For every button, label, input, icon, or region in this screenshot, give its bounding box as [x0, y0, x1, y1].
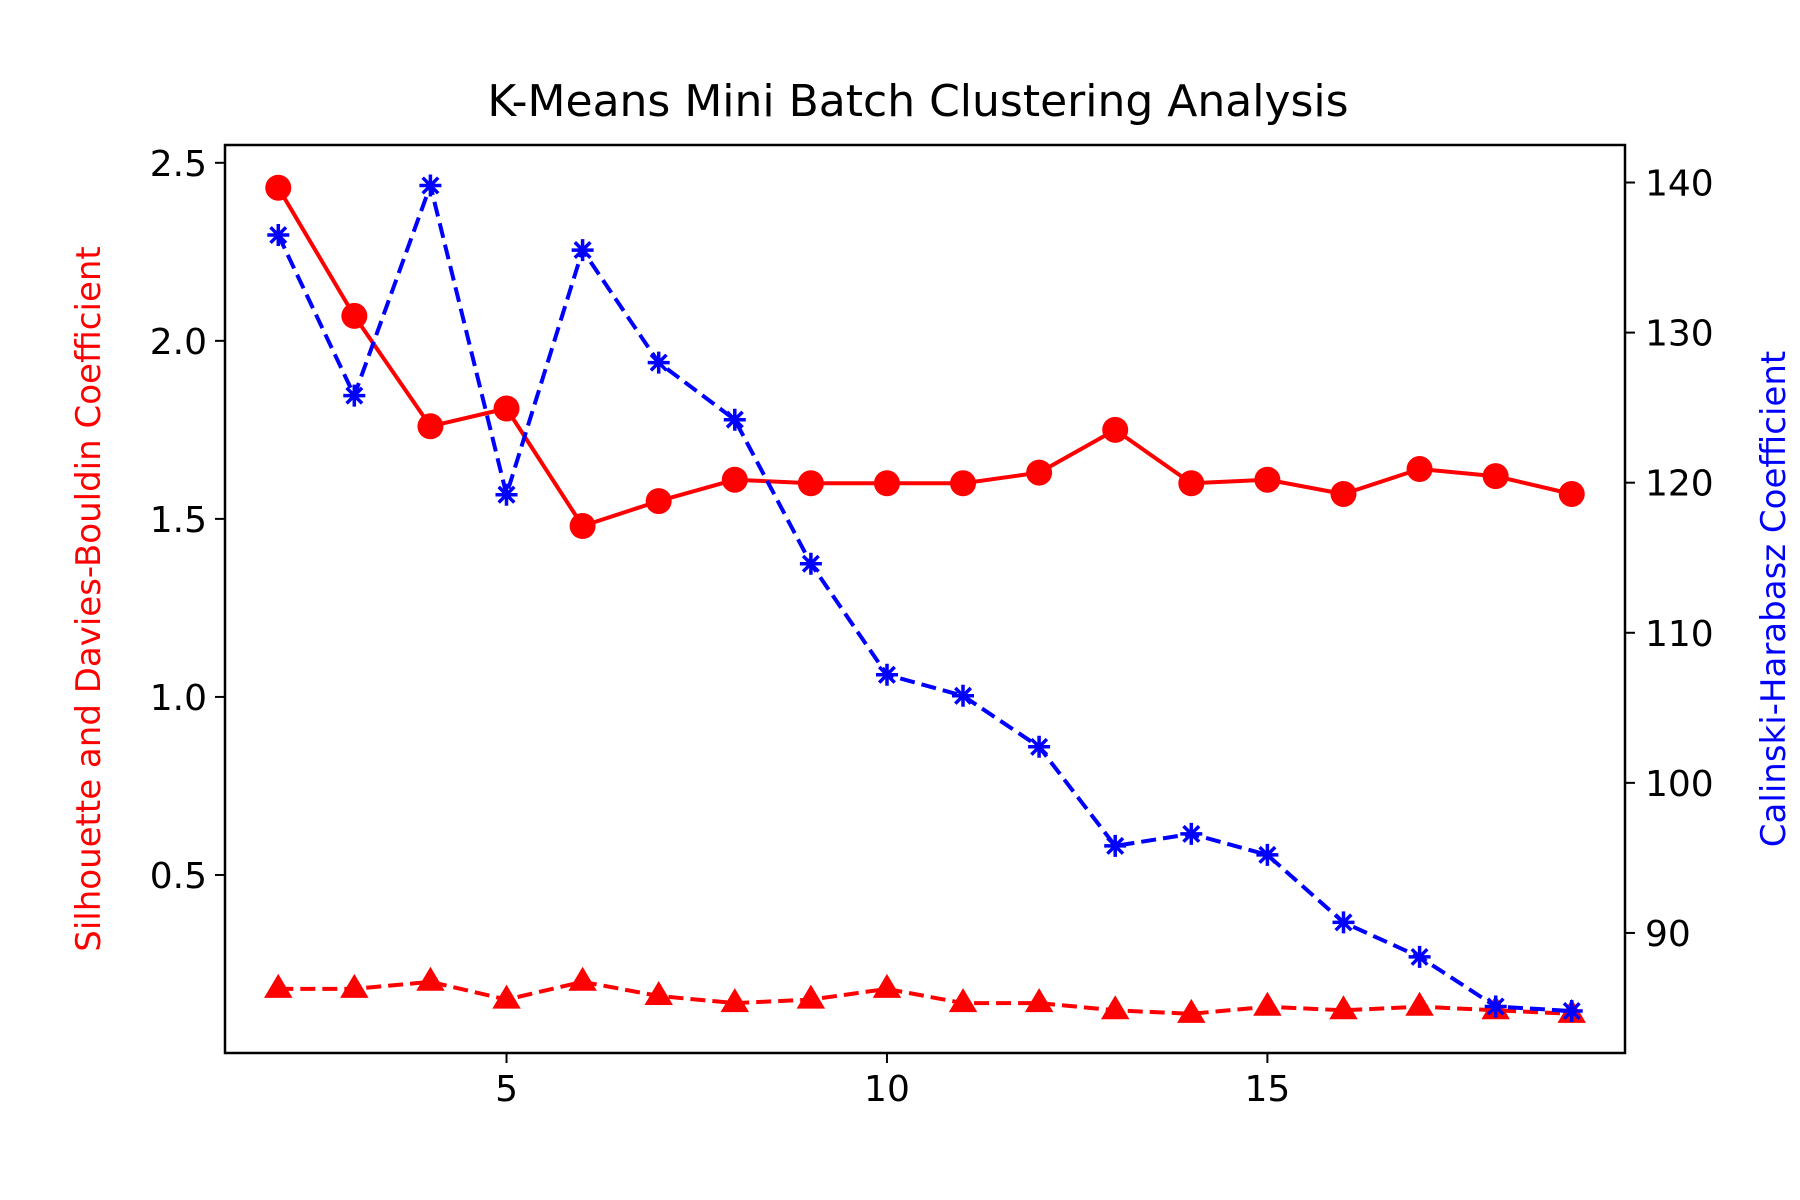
left-y-tick-label: 2.5 — [150, 144, 207, 185]
left-y-axis-label: Silhouette and Davies-Bouldin Coefficien… — [69, 246, 109, 952]
series-2-point — [720, 988, 750, 1013]
series-3-point — [419, 174, 442, 197]
right-y-tick-label: 130 — [1645, 314, 1714, 355]
series-3-point — [1560, 1000, 1583, 1022]
series-2-point — [1253, 991, 1282, 1016]
series-2-point — [568, 966, 597, 991]
series-1-point — [1558, 480, 1585, 507]
series-3-point — [571, 239, 594, 262]
series-3-point — [647, 351, 670, 374]
chart-title: K-Means Mini Batch Clustering Analysis — [487, 76, 1348, 127]
series-2-point — [644, 981, 673, 1006]
x-tick-label: 15 — [1244, 1069, 1290, 1110]
right-y-axis: 90 100 110 120 130 140 — [1625, 164, 1714, 955]
right-y-tick-label: 120 — [1645, 464, 1714, 505]
series-1-point — [721, 466, 748, 493]
left-y-tick-label: 1.0 — [150, 678, 207, 719]
series-3-point — [1256, 843, 1279, 866]
series-1-point — [493, 395, 520, 422]
series-line-3 — [276, 183, 1572, 1013]
series-2-point — [492, 984, 521, 1009]
series-1-point — [417, 413, 444, 440]
right-y-tick-label: 110 — [1645, 614, 1714, 655]
series-2-point — [1100, 995, 1130, 1020]
right-y-tick-label: 140 — [1645, 164, 1714, 205]
series-3-point — [343, 384, 366, 407]
series-3-point — [1484, 995, 1507, 1018]
plot-frame — [223, 143, 1627, 1055]
series-2-point — [1177, 998, 1206, 1023]
series-1-point — [1102, 416, 1129, 443]
x-tick-label: 10 — [864, 1069, 910, 1110]
series-3-point — [1180, 822, 1203, 845]
series-1-point — [797, 470, 824, 497]
series-3-point — [1332, 911, 1355, 934]
series-2-point — [872, 973, 902, 998]
series-2-point — [1329, 995, 1358, 1020]
series-line-1 — [276, 186, 1573, 528]
series-layer — [264, 174, 1586, 1023]
left-y-tick-label: 1.5 — [150, 500, 207, 541]
series-3-point — [1028, 735, 1051, 758]
left-y-tick-label: 2.0 — [150, 322, 207, 363]
series-2-point — [340, 973, 369, 998]
right-y-tick-label: 90 — [1645, 914, 1691, 955]
x-axis: 5 10 15 — [495, 1053, 1290, 1110]
series-2-point — [1024, 988, 1054, 1013]
series-2-point — [1405, 991, 1434, 1016]
series-1-point — [950, 470, 977, 497]
series-2-point — [948, 988, 978, 1013]
series-1-point — [1254, 466, 1281, 493]
series-3-point — [1104, 834, 1127, 857]
series-3-point — [723, 408, 746, 431]
series-2-point — [796, 984, 826, 1009]
right-y-axis-label: Calinski-Harabasz Coefficient — [1754, 351, 1794, 847]
right-y-tick-label: 100 — [1645, 764, 1714, 805]
series-2-point — [264, 973, 293, 998]
series-1-point — [1330, 480, 1357, 507]
series-3-point — [1408, 945, 1431, 968]
series-line-2 — [278, 979, 1572, 1016]
series-1-point — [645, 488, 672, 515]
series-3-point — [267, 224, 290, 246]
left-y-tick-label: 0.5 — [150, 856, 207, 897]
series-1-point — [1482, 463, 1509, 490]
series-1-point — [1178, 470, 1205, 497]
series-1-point — [341, 302, 368, 329]
series-1-point — [265, 174, 292, 201]
series-3-point — [799, 552, 822, 575]
series-1-point — [873, 470, 900, 497]
x-tick-label: 5 — [495, 1069, 518, 1110]
series-3-point — [952, 684, 974, 707]
series-3-point — [876, 663, 898, 686]
series-3-point — [495, 483, 518, 506]
series-1-point — [1026, 459, 1053, 486]
left-y-axis: 0.5 1.0 1.5 2.0 2.5 — [150, 144, 225, 897]
series-1-point — [569, 513, 596, 540]
series-2-point — [416, 966, 445, 991]
series-1-point — [1406, 456, 1433, 483]
